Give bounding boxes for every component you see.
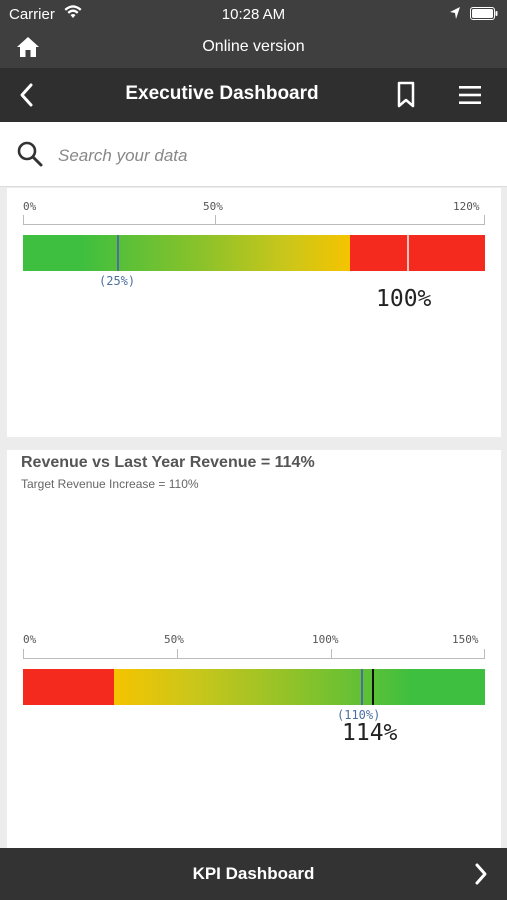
battery-icon: [470, 7, 498, 20]
target-label: (110%): [337, 708, 381, 722]
search-input[interactable]: [56, 142, 480, 170]
hamburger-menu-icon[interactable]: [458, 83, 482, 107]
gauge-segment-red: [350, 235, 485, 271]
tick-label: 100%: [312, 633, 339, 646]
location-arrow-icon: [450, 7, 460, 19]
tick-label: 120%: [453, 200, 480, 213]
gauge-segment-red: [23, 669, 114, 705]
chevron-right-icon[interactable]: [472, 862, 490, 886]
gauge-axis: [23, 224, 485, 225]
card-subtitle: Target Revenue Increase = 110%: [21, 477, 199, 491]
gauge-axis: [23, 658, 485, 659]
tick-mark: [23, 215, 24, 225]
online-version-bar: Online version: [0, 28, 507, 68]
tick-mark: [177, 649, 178, 659]
status-bar: Carrier 10:28 AM: [0, 0, 507, 28]
tick-label: 150%: [452, 633, 479, 646]
next-sheet-label: KPI Dashboard: [192, 864, 315, 883]
gauge-bar: [23, 235, 485, 271]
tick-label: 0%: [23, 633, 37, 646]
page-title: Executive Dashboard: [125, 83, 319, 104]
gauge-bar: [23, 669, 485, 705]
card-title: Revenue vs Last Year Revenue = 114%: [21, 454, 315, 471]
target-label: (25%): [99, 274, 136, 288]
target-marker: [361, 669, 363, 705]
chevron-left-icon[interactable]: [16, 82, 38, 108]
sheet-navigation-bar[interactable]: KPI Dashboard: [0, 848, 507, 900]
kpi-value: 114%: [342, 720, 398, 746]
gauge-segment-green-yellow: [23, 235, 350, 271]
wifi-icon: [64, 5, 82, 18]
tick-mark: [23, 649, 24, 659]
carrier-label: Carrier: [9, 6, 55, 23]
tick-label: 50%: [164, 633, 184, 646]
tick-label: 0%: [23, 200, 37, 213]
value-marker: [407, 235, 409, 271]
tick-mark: [215, 215, 216, 225]
value-marker: [372, 669, 374, 705]
bookmark-icon[interactable]: [396, 81, 416, 109]
navigation-bar: Executive Dashboard: [0, 68, 507, 122]
online-version-label: Online version: [202, 38, 305, 55]
gauge-segment-yellow-green: [114, 669, 485, 705]
search-bar: [0, 122, 507, 187]
home-icon[interactable]: [16, 36, 40, 58]
clock: 10:28 AM: [221, 6, 286, 23]
tick-mark: [484, 215, 485, 225]
kpi-gauge-card[interactable]: 0% 50% 120% (25%) 100%: [7, 188, 501, 437]
tick-mark: [484, 649, 485, 659]
search-icon[interactable]: [16, 140, 44, 168]
target-marker: [117, 235, 119, 271]
kpi-value: 100%: [376, 286, 432, 312]
tick-mark: [331, 649, 332, 659]
revenue-gauge-card[interactable]: Revenue vs Last Year Revenue = 114% Targ…: [7, 450, 501, 848]
tick-label: 50%: [203, 200, 223, 213]
